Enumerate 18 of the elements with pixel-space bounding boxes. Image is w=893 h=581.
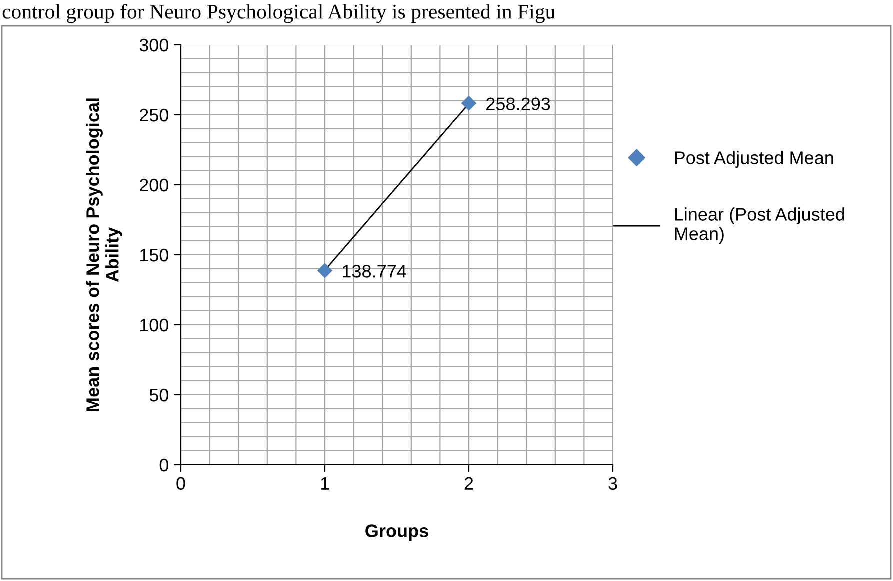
x-axis-title: Groups — [366, 524, 428, 542]
y-axis-title: Mean scores of Neuro Psychological Ability — [86, 98, 122, 412]
x-tick-label: 2 — [464, 477, 474, 490]
x-tick-label: 0 — [176, 477, 186, 490]
legend-label: Post Adjusted Mean — [675, 151, 834, 168]
legend-label: Linear (Post Adjusted Mean) — [675, 208, 844, 244]
y-tick-label: 50 — [150, 388, 168, 402]
x-tick-label: 3 — [608, 477, 618, 490]
y-tick-label: 200 — [140, 178, 168, 192]
y-tick-label: 150 — [140, 248, 168, 262]
data-label: 258.293 — [486, 98, 550, 111]
data-label: 138.774 — [343, 265, 406, 278]
text: control group for Neuro Psychological Ability is presented in Figu — [2, 4, 556, 24]
y-tick-label: 0 — [160, 458, 168, 472]
x-tick-label: 1 — [321, 477, 330, 490]
y-tick-label: 300 — [140, 38, 168, 52]
y-tick-label: 100 — [140, 318, 168, 332]
y-tick-label: 250 — [140, 108, 168, 122]
